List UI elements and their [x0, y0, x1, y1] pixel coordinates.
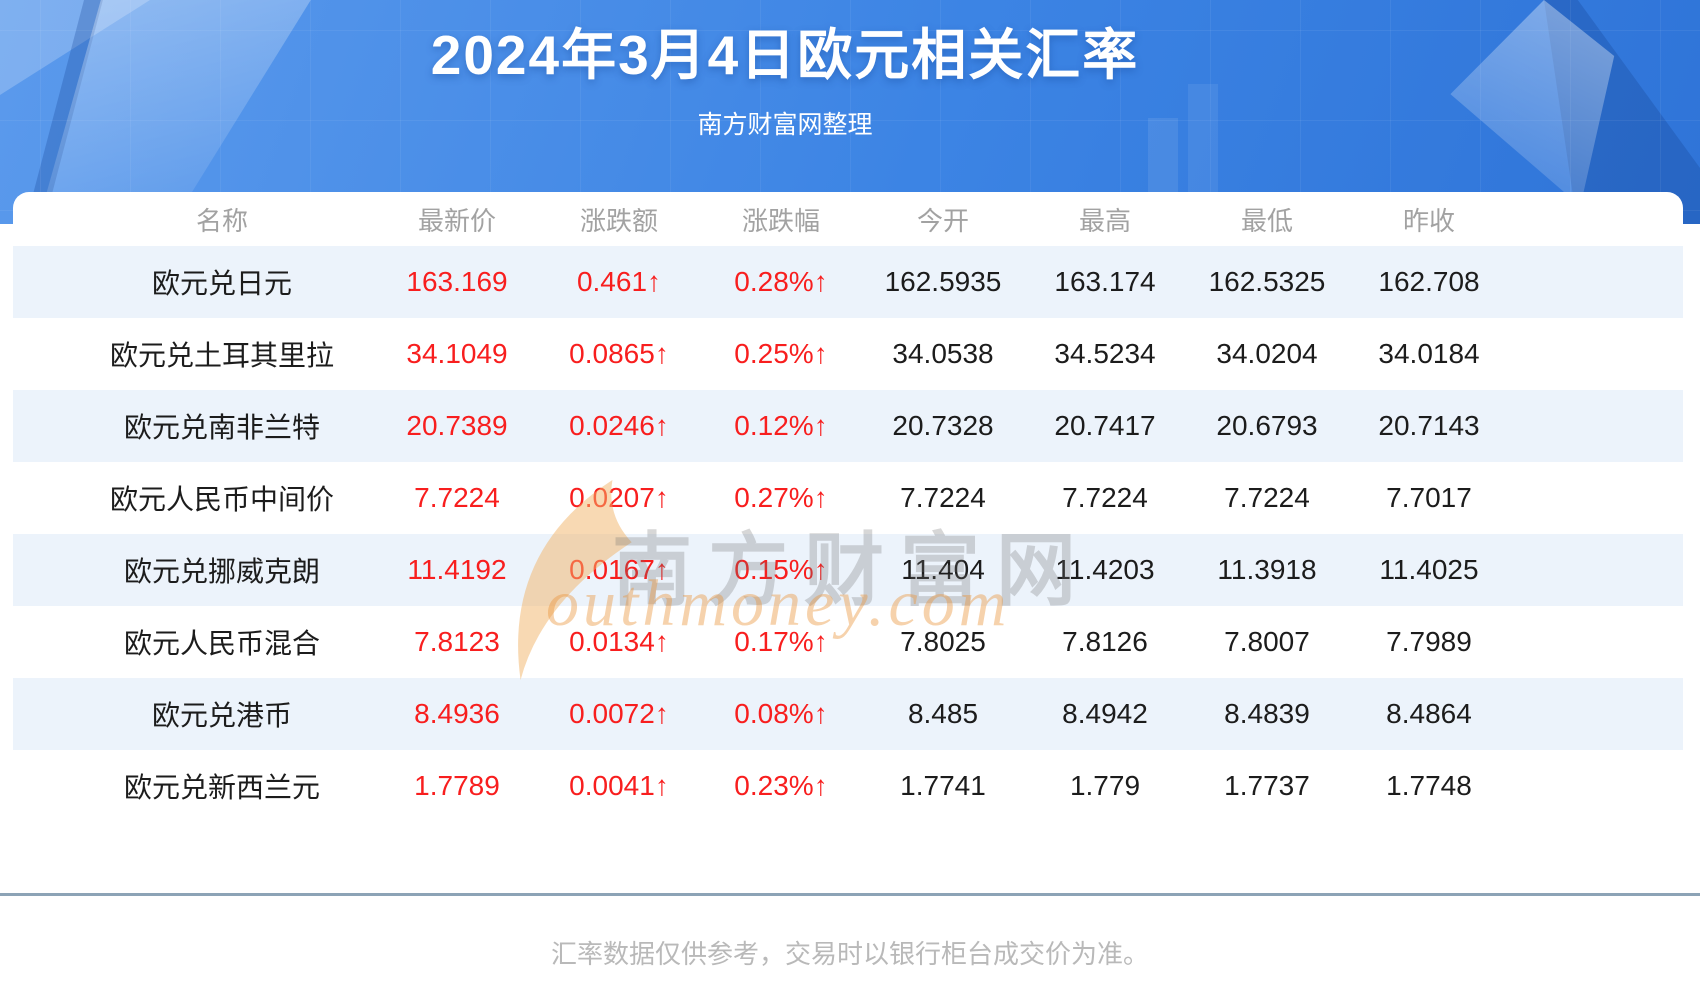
cell-change-percent: 0.12%↑	[734, 410, 828, 441]
cell-open: 1.7741	[900, 770, 986, 801]
cell-low: 8.4839	[1224, 698, 1310, 729]
cell-low: 34.0204	[1216, 338, 1318, 369]
cell-change-percent: 0.17%↑	[734, 626, 828, 657]
cell-low: 7.8007	[1224, 626, 1310, 657]
cell-change-amount: 0.0134↑	[569, 626, 669, 657]
table-row: 欧元兑新西兰元 1.7789 0.0041↑ 0.23%↑ 1.7741 1.7…	[13, 750, 1683, 822]
cell-low: 162.5325	[1208, 266, 1326, 297]
cell-high: 1.779	[1069, 770, 1141, 801]
cell-change-amount: 0.461↑	[576, 266, 662, 297]
hero-content: 2024年3月4日欧元相关汇率 南方财富网整理	[0, 0, 1700, 141]
cell-prev-close: 20.7143	[1378, 410, 1480, 441]
cell-prev-close: 1.7748	[1386, 770, 1472, 801]
cell-latest-price: 8.4936	[414, 698, 500, 729]
table-body: 欧元兑日元 163.169 0.461↑ 0.28%↑ 162.5935 163…	[13, 246, 1683, 822]
page-title: 2024年3月4日欧元相关汇率	[430, 24, 1140, 86]
cell-high: 20.7417	[1054, 410, 1156, 441]
cell-pair-name: 欧元兑日元	[151, 268, 292, 299]
table-row: 欧元兑土耳其里拉 34.1049 0.0865↑ 0.25%↑ 34.0538 …	[13, 318, 1683, 390]
cell-latest-price: 7.7224	[414, 482, 500, 513]
cell-latest-price: 163.169	[406, 266, 508, 297]
column-header-name: 名称	[195, 205, 248, 236]
column-header-high: 最高	[1078, 205, 1131, 236]
cell-high: 11.4203	[1055, 554, 1155, 585]
cell-prev-close: 11.4025	[1379, 554, 1479, 585]
cell-prev-close: 7.7017	[1386, 482, 1472, 513]
cell-high: 163.174	[1054, 266, 1156, 297]
table-row: 欧元人民币中间价 7.7224 0.0207↑ 0.27%↑ 7.7224 7.…	[13, 462, 1683, 534]
table-row: 欧元人民币混合 7.8123 0.0134↑ 0.17%↑ 7.8025 7.8…	[13, 606, 1683, 678]
table-header-row: 名称 最新价 涨跌额 涨跌幅 今开 最高 最低 昨收	[13, 192, 1683, 246]
cell-open: 34.0538	[892, 338, 994, 369]
column-header-change-amount: 涨跌额	[579, 205, 658, 236]
cell-open: 7.8025	[900, 626, 986, 657]
cell-pair-name: 欧元兑土耳其里拉	[109, 340, 334, 371]
cell-low: 7.7224	[1224, 482, 1310, 513]
cell-latest-price: 11.4192	[407, 554, 507, 585]
cell-latest-price: 20.7389	[406, 410, 508, 441]
table-row: 欧元兑南非兰特 20.7389 0.0246↑ 0.12%↑ 20.7328 2…	[13, 390, 1683, 462]
cell-change-percent: 0.25%↑	[734, 338, 828, 369]
cell-open: 11.404	[901, 554, 985, 585]
cell-high: 8.4942	[1062, 698, 1148, 729]
cell-open: 20.7328	[892, 410, 994, 441]
cell-change-amount: 0.0041↑	[569, 770, 669, 801]
cell-latest-price: 7.8123	[414, 626, 500, 657]
cell-change-amount: 0.0865↑	[569, 338, 669, 369]
cell-low: 11.3918	[1217, 554, 1317, 585]
cell-change-amount: 0.0167↑	[569, 554, 669, 585]
page-subtitle: 南方财富网整理	[697, 111, 873, 140]
footer-divider	[0, 893, 1700, 896]
cell-open: 162.5935	[884, 266, 1002, 297]
cell-change-percent: 0.23%↑	[734, 770, 828, 801]
cell-low: 1.7737	[1224, 770, 1310, 801]
cell-open: 7.7224	[900, 482, 986, 513]
disclaimer-text: 汇率数据仅供参考，交易时以银行柜台成交价为准。	[550, 939, 1149, 969]
column-header-open: 今开	[916, 205, 969, 236]
cell-high: 7.7224	[1062, 482, 1148, 513]
cell-open: 8.485	[907, 698, 979, 729]
cell-prev-close: 8.4864	[1386, 698, 1472, 729]
cell-change-amount: 0.0207↑	[569, 482, 669, 513]
cell-change-percent: 0.27%↑	[734, 482, 828, 513]
table-row: 欧元兑港币 8.4936 0.0072↑ 0.08%↑ 8.485 8.4942…	[13, 678, 1683, 750]
column-header-change-percent: 涨跌幅	[741, 205, 820, 236]
cell-change-percent: 0.08%↑	[734, 698, 828, 729]
cell-prev-close: 34.0184	[1378, 338, 1480, 369]
cell-pair-name: 欧元兑港币	[151, 700, 292, 731]
column-header-prev-close: 昨收	[1402, 205, 1455, 236]
cell-prev-close: 7.7989	[1386, 626, 1472, 657]
cell-pair-name: 欧元兑新西兰元	[123, 772, 320, 803]
column-header-low: 最低	[1240, 205, 1293, 236]
cell-high: 34.5234	[1054, 338, 1156, 369]
table-row: 欧元兑日元 163.169 0.461↑ 0.28%↑ 162.5935 163…	[13, 246, 1683, 318]
cell-latest-price: 1.7789	[414, 770, 500, 801]
table-row: 欧元兑挪威克朗 11.4192 0.0167↑ 0.15%↑ 11.404 11…	[13, 534, 1683, 606]
cell-pair-name: 欧元兑南非兰特	[123, 412, 320, 443]
cell-latest-price: 34.1049	[406, 338, 508, 369]
cell-pair-name: 欧元人民币混合	[123, 628, 320, 659]
cell-change-amount: 0.0072↑	[569, 698, 669, 729]
cell-low: 20.6793	[1216, 410, 1318, 441]
rates-table-card: 名称 最新价 涨跌额 涨跌幅 今开 最高 最低 昨收 欧元兑日元 163.169…	[13, 192, 1683, 822]
column-header-latest-price: 最新价	[417, 205, 496, 236]
cell-change-percent: 0.28%↑	[734, 266, 828, 297]
cell-change-percent: 0.15%↑	[734, 554, 828, 585]
cell-pair-name: 欧元兑挪威克朗	[123, 556, 320, 587]
cell-change-amount: 0.0246↑	[569, 410, 669, 441]
cell-high: 7.8126	[1062, 626, 1148, 657]
hero-banner: 2024年3月4日欧元相关汇率 南方财富网整理	[0, 0, 1700, 224]
cell-pair-name: 欧元人民币中间价	[109, 484, 334, 515]
cell-prev-close: 162.708	[1378, 266, 1480, 297]
